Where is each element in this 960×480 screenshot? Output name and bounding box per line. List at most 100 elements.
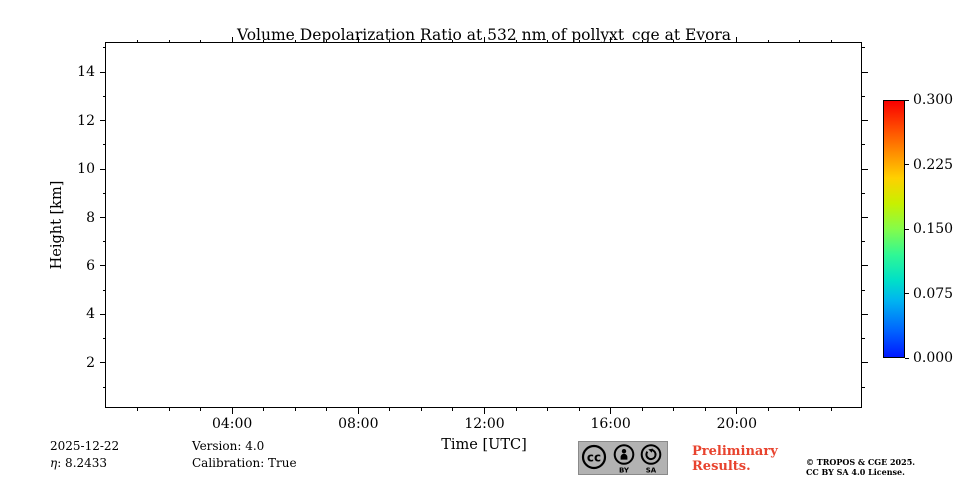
tick-mark xyxy=(99,217,106,219)
tick-mark xyxy=(99,71,106,73)
tick-mark xyxy=(736,407,738,414)
x-axis-label: Time [UTC] xyxy=(441,437,527,453)
tick-mark xyxy=(861,217,868,219)
tick-mark xyxy=(861,168,868,170)
x-tick-label: 04:00 xyxy=(211,416,253,432)
tick-mark xyxy=(231,36,233,43)
tick-mark xyxy=(99,362,106,364)
tick-mark xyxy=(861,144,865,146)
tick-mark xyxy=(263,407,265,411)
tick-mark xyxy=(861,192,865,194)
tick-mark xyxy=(99,120,106,122)
y-tick-label: 10 xyxy=(77,161,95,178)
tick-mark xyxy=(830,39,832,43)
tick-mark xyxy=(515,39,517,43)
tick-mark xyxy=(99,168,106,170)
tick-mark xyxy=(861,362,868,364)
colorbar: 0.300 0.225 0.150 0.075 0.000 xyxy=(883,92,953,366)
tick-mark xyxy=(799,407,801,411)
y-tick-label: 8 xyxy=(86,209,95,226)
cc-by-sa-badge-svg: cc BY SA xyxy=(578,441,668,475)
y-tick-label: 2 xyxy=(86,354,95,371)
tick-mark xyxy=(704,407,706,411)
tick-mark xyxy=(294,39,296,43)
tick-mark xyxy=(294,407,296,411)
tick-mark xyxy=(861,95,865,97)
tick-mark xyxy=(357,36,359,43)
tick-mark xyxy=(515,407,517,411)
tick-mark xyxy=(578,407,580,411)
tick-mark xyxy=(99,313,106,315)
tick-mark xyxy=(102,47,106,49)
tick-mark xyxy=(357,407,359,414)
tick-mark xyxy=(767,407,769,411)
colorbar-tick-mark xyxy=(905,357,909,359)
y-tick-label: 12 xyxy=(77,112,95,129)
sa-icon: SA xyxy=(640,444,662,475)
tick-mark xyxy=(861,338,865,340)
x-tick-label: 16:00 xyxy=(590,416,631,432)
colorbar-tick-mark xyxy=(905,164,909,165)
plot-area: 04:00 08:00 12:00 16:00 20:00 2 4 6 8 10 12 14 xyxy=(77,36,868,432)
colorbar-gradient xyxy=(883,100,905,358)
preliminary-results-note: Preliminary Results. xyxy=(692,444,778,475)
tick-mark xyxy=(610,36,612,43)
tick-mark xyxy=(861,120,868,122)
tick-mark xyxy=(799,39,801,43)
svg-text:BY: BY xyxy=(619,467,630,475)
tick-mark xyxy=(610,407,612,414)
tick-mark xyxy=(547,39,549,43)
tick-mark xyxy=(102,144,106,146)
version-label: Version: 4.0 xyxy=(192,439,265,453)
tick-mark xyxy=(102,241,106,243)
tick-mark xyxy=(830,407,832,411)
tick-mark xyxy=(767,39,769,43)
tick-mark xyxy=(484,407,485,414)
cc-by-sa-badge: cc BY SA xyxy=(578,441,668,479)
tick-mark xyxy=(389,407,391,411)
tick-mark xyxy=(102,95,106,97)
y-tick-label: 6 xyxy=(86,257,95,274)
tick-mark xyxy=(452,407,454,411)
x-tick-label: 12:00 xyxy=(464,416,505,432)
colorbar-tick-label: 0.300 xyxy=(913,92,954,108)
tick-mark xyxy=(673,39,675,43)
x-tick-label: 08:00 xyxy=(338,416,379,432)
eta-value: η: 8.2433 xyxy=(50,456,107,470)
by-icon: BY xyxy=(613,444,635,475)
colorbar-tick-label: 0.225 xyxy=(913,156,954,173)
tick-mark xyxy=(137,407,139,411)
colorbar-tick-mark xyxy=(905,228,909,230)
tick-mark xyxy=(326,407,328,411)
tick-mark xyxy=(452,39,454,43)
tick-mark xyxy=(861,386,865,388)
tick-mark xyxy=(641,407,643,411)
copyright-note: © TROPOS & CGE 2025. xyxy=(806,457,916,467)
calibration-label: Calibration: True xyxy=(192,456,297,470)
y-tick-label: 14 xyxy=(77,64,95,81)
preliminary-line2: Results. xyxy=(692,459,751,475)
eta-number: : 8.2433 xyxy=(57,456,108,470)
tick-mark xyxy=(326,39,328,43)
tick-mark xyxy=(102,289,106,291)
eta-symbol: η xyxy=(50,456,58,470)
tick-mark xyxy=(484,36,485,43)
tick-mark xyxy=(578,39,580,43)
tick-mark xyxy=(102,192,106,194)
tick-mark xyxy=(736,36,738,43)
colorbar-tick-label: 0.150 xyxy=(913,221,954,237)
chart-title: Volume Depolarization Ratio at 532 nm of… xyxy=(236,26,732,44)
tick-mark xyxy=(200,39,202,43)
tick-mark xyxy=(137,39,139,43)
tick-mark xyxy=(168,407,170,411)
tick-mark xyxy=(861,241,865,243)
colorbar-tick-label: 0.000 xyxy=(913,350,954,366)
tick-mark xyxy=(99,265,106,267)
tick-mark xyxy=(102,386,106,388)
tick-mark xyxy=(861,313,868,315)
tick-mark xyxy=(200,407,202,411)
x-tick-label: 20:00 xyxy=(716,416,758,432)
tick-mark xyxy=(861,265,868,267)
y-axis-label: Height [km] xyxy=(49,180,65,270)
